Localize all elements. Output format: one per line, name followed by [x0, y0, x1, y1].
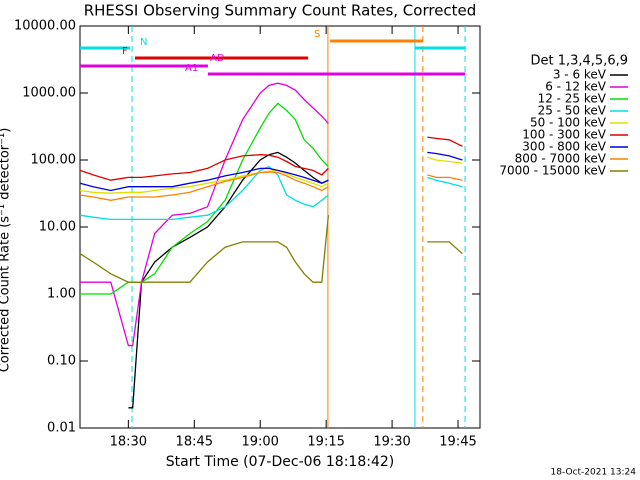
- legend-label: 25 - 50 keV: [538, 104, 607, 118]
- y-tick-label: 100.00: [31, 153, 77, 168]
- y-tick-label: 10000.00: [14, 19, 76, 34]
- legend-label: 3 - 6 keV: [553, 68, 607, 82]
- y-tick-label: 10.00: [39, 220, 76, 235]
- x-tick-label: 19:15: [307, 435, 344, 450]
- x-tick-label: 19:30: [373, 435, 410, 450]
- flag-bar: [80, 46, 131, 50]
- x-tick-label: 18:45: [176, 435, 213, 450]
- y-tick-label: 0.10: [47, 354, 76, 369]
- x-axis-label: Start Time (07-Dec-06 18:18:42): [166, 454, 394, 470]
- y-axis-label: Corrected Count Rate (s⁻¹ detector⁻¹): [0, 128, 13, 373]
- y-tick-label: 0.01: [47, 421, 76, 436]
- flag-label: A1: [185, 63, 198, 74]
- flag-label: AD: [210, 53, 225, 64]
- x-tick-label: 19:00: [241, 435, 278, 450]
- series-line: [79, 165, 463, 221]
- legend-label: 6 - 12 keV: [545, 80, 607, 94]
- x-tick-label: 18:30: [110, 435, 147, 450]
- legend-label: 800 - 7000 keV: [515, 152, 607, 166]
- series-line: [79, 136, 463, 181]
- legend-label: 7000 - 15000 keV: [499, 164, 606, 178]
- series-line: [79, 215, 463, 283]
- flag-bar: [134, 56, 309, 60]
- flag-bar: [80, 64, 208, 68]
- series-line: [79, 171, 463, 201]
- flag-label: N: [140, 37, 147, 48]
- y-tick-label: 1000.00: [22, 86, 76, 101]
- chart-title: RHESSI Observing Summary Count Rates, Co…: [84, 2, 477, 20]
- series-line: [79, 156, 463, 194]
- flag-label: S: [314, 29, 320, 40]
- x-tick-label: 19:45: [439, 435, 476, 450]
- y-tick-label: 1.00: [47, 287, 76, 302]
- flag-label: F: [122, 46, 128, 57]
- footer: 18-Oct-2021 13:24: [551, 468, 637, 478]
- legend-label: 100 - 300 keV: [522, 128, 606, 142]
- legend-label: 12 - 25 keV: [538, 92, 607, 106]
- legend-label: 300 - 800 keV: [522, 140, 606, 154]
- flag-bar: [330, 39, 423, 43]
- legend-title: Det 1,3,4,5,6,9: [530, 54, 628, 69]
- flag-bar: [207, 72, 466, 76]
- legend-label: 50 - 100 keV: [530, 116, 607, 130]
- series-line: [79, 151, 463, 192]
- flag-bar: [414, 46, 466, 50]
